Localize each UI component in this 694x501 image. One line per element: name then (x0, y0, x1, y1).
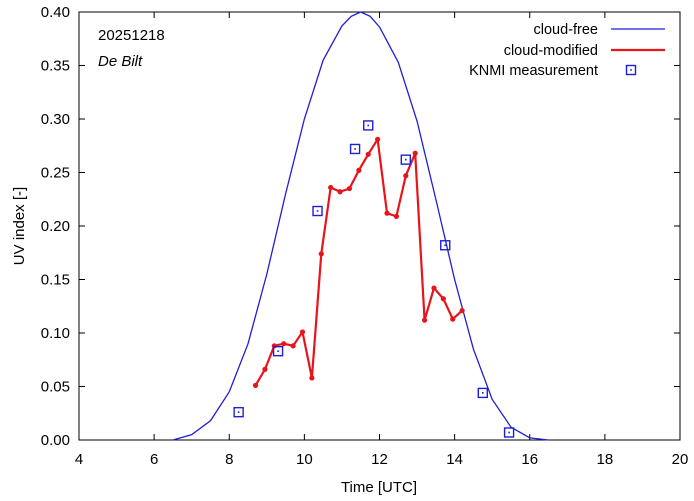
knmi-measurement-point (440, 240, 451, 251)
legend-label-cloud-modified: cloud-modified (504, 43, 598, 59)
cloud-modified-point (328, 184, 334, 191)
series-cloud-free-line (172, 11, 549, 441)
y-tick-label: 0.35 (41, 58, 70, 75)
legend-label-cloud-free: cloud-free (534, 22, 598, 38)
cloud-modified-point (318, 251, 324, 257)
cloud-modified-point (281, 341, 287, 347)
x-tick-label: 10 (296, 451, 313, 468)
legend-swatch-knmi-measurement (625, 64, 637, 76)
cloud-modified-point (440, 296, 446, 302)
y-tick-label: 0.30 (41, 111, 70, 128)
y-tick-label: 0.20 (41, 218, 70, 235)
knmi-measurement-point (503, 427, 515, 438)
cloud-modified-point (450, 316, 456, 322)
series (172, 11, 549, 441)
y-tick-label: 0.05 (41, 379, 70, 396)
y-tick-labels: 0.00 0.05 0.10 0.15 0.20 0.25 0.30 0.35 0.40 (41, 4, 70, 449)
y-tick-label: 0.00 (41, 432, 70, 449)
y-tick-label: 0.25 (41, 165, 70, 182)
x-tick-labels: 4 6 8 10 12 14 16 18 20 (75, 451, 689, 468)
knmi-measurement-point (400, 154, 411, 165)
axis-ticks (78, 11, 681, 441)
cloud-modified-point (431, 285, 437, 291)
cloud-modified-point (403, 173, 409, 179)
knmi-measurement-center (367, 124, 370, 127)
x-tick-label: 6 (150, 451, 158, 468)
knmi-measurement-center (508, 431, 510, 434)
cloud-modified-point (421, 317, 428, 323)
y-tick-label: 0.10 (41, 325, 70, 342)
knmi-measurement-center (481, 392, 484, 394)
legend-swatch-knmi-center (630, 69, 632, 71)
x-axis-label: Time [UTC] (341, 479, 417, 496)
x-tick-label: 20 (672, 451, 689, 468)
knmi-measurement-center (316, 210, 319, 212)
cloud-modified-point (375, 136, 381, 142)
cloud-modified-point (384, 210, 390, 216)
knmi-measurement-center (444, 244, 447, 247)
x-tick-label: 8 (225, 451, 233, 468)
cloud-modified-point (459, 307, 465, 314)
knmi-measurement-center (404, 158, 407, 161)
knmi-measurement-center (354, 148, 356, 150)
cloud-modified-point (356, 167, 362, 173)
cloud-modified-point (299, 329, 306, 335)
cloud-modified-point (365, 151, 371, 157)
x-tick-label: 14 (446, 451, 463, 468)
cloud-modified-point (262, 366, 268, 372)
x-tick-label: 16 (521, 451, 538, 468)
knmi-measurement-point (477, 387, 488, 399)
cloud-modified-point (309, 375, 315, 381)
knmi-measurement-center (277, 350, 279, 352)
cloud-modified-point (393, 213, 400, 219)
y-tick-label: 0.40 (41, 4, 70, 21)
x-tick-label: 18 (597, 451, 614, 468)
knmi-measurement-point (312, 205, 323, 217)
legend: cloud-free cloud-modified KNMI measurement (469, 22, 665, 79)
cloud-modified-point (337, 189, 343, 195)
cloud-modified-point (271, 343, 277, 349)
cloud-modified-point (290, 343, 296, 349)
knmi-measurement-point (233, 406, 244, 418)
y-tick-label: 0.15 (41, 272, 70, 289)
cloud-modified-point (252, 382, 259, 389)
cloud-modified-point (412, 150, 418, 156)
date-annotation: 20251218 (98, 27, 165, 44)
x-tick-label: 4 (75, 451, 83, 468)
series-cloud-modified-line (254, 138, 463, 386)
location-annotation: De Bilt (98, 53, 143, 70)
knmi-measurement-point (363, 120, 374, 131)
knmi-measurement-point (272, 345, 284, 357)
y-axis-label: UV index [-] (11, 187, 28, 265)
legend-label-knmi-measurement: KNMI measurement (469, 63, 598, 79)
cloud-modified-point (346, 185, 353, 192)
knmi-measurement-point (349, 143, 361, 155)
x-tick-label: 12 (371, 451, 388, 468)
knmi-measurement-center (237, 411, 240, 413)
